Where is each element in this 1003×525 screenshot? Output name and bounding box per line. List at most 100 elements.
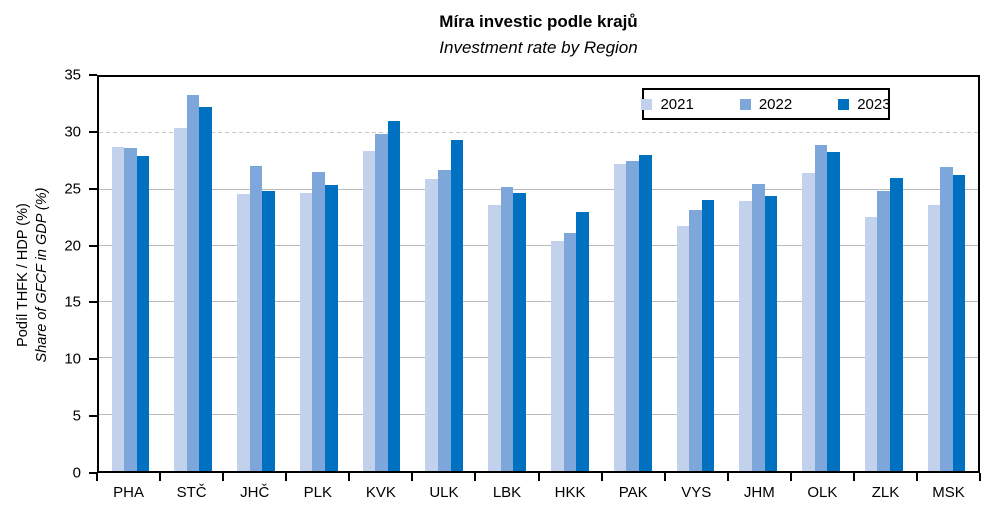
bar-PHA-2022 bbox=[124, 147, 137, 471]
x-axis-label-HKK: HKK bbox=[554, 484, 586, 501]
bar-group-STČ bbox=[162, 77, 225, 471]
chart-title: Míra investic podle krajů bbox=[439, 12, 638, 31]
bar-JHM-2023 bbox=[764, 196, 778, 471]
bar-STČ-2023 bbox=[199, 107, 213, 471]
bar-group-ULK bbox=[413, 77, 476, 471]
bar-VYS-2021 bbox=[676, 225, 690, 471]
plot-area: 2021 2022 2023 bbox=[97, 75, 980, 473]
x-axis-label-PLK: PLK bbox=[303, 484, 332, 501]
x-tick-mark-14 bbox=[979, 473, 981, 481]
x-axis-label-MSK: MSK bbox=[932, 484, 965, 501]
legend-swatch-2021 bbox=[641, 98, 653, 110]
x-tick-mark-12 bbox=[852, 473, 855, 481]
bar-OLK-2021 bbox=[802, 172, 815, 471]
bar-JHČ-2021 bbox=[237, 194, 250, 471]
x-tick-mark-4 bbox=[348, 473, 351, 481]
x-axis-ticks bbox=[96, 473, 981, 481]
bar-group-PAK bbox=[601, 77, 664, 471]
bar-OLK-2022 bbox=[814, 144, 828, 471]
y-tick-label-0: 0 bbox=[72, 464, 81, 482]
x-axis-label-STČ: STČ bbox=[176, 484, 207, 501]
bar-LBK-2021 bbox=[488, 205, 501, 471]
y-axis-ticks: 0 5 10 15 20 25 30 35 bbox=[0, 68, 97, 481]
bar-KVK-2022 bbox=[375, 134, 388, 471]
x-axis-label-ZLK: ZLK bbox=[871, 484, 900, 501]
bar-MSK-2022 bbox=[940, 167, 953, 471]
bar-group-ZLK bbox=[852, 77, 915, 471]
y-tick-mark-0 bbox=[89, 472, 97, 474]
x-axis-label-OLK: OLK bbox=[807, 484, 838, 501]
bar-PAK-2023 bbox=[638, 154, 652, 471]
bar-MSK-2021 bbox=[927, 205, 941, 471]
bar-JHČ-2022 bbox=[249, 165, 263, 471]
bar-LBK-2023 bbox=[513, 192, 526, 471]
legend-label-2022: 2022 bbox=[758, 95, 793, 113]
legend-swatch-2022 bbox=[739, 98, 751, 110]
bar-group-PHA bbox=[99, 77, 162, 471]
bar-STČ-2022 bbox=[186, 95, 200, 471]
y-tick-mark-15 bbox=[89, 301, 97, 304]
y-tick-label-5: 5 bbox=[72, 407, 81, 425]
y-tick-label-10: 10 bbox=[64, 350, 81, 368]
gridline-15 bbox=[99, 301, 978, 303]
bar-ZLK-2021 bbox=[864, 216, 878, 471]
bar-PLK-2022 bbox=[312, 171, 326, 471]
gridline-25 bbox=[99, 188, 978, 190]
x-axis-label-JHM: JHM bbox=[743, 484, 775, 501]
bar-HKK-2023 bbox=[576, 212, 589, 471]
chart-subtitle: Investment rate by Region bbox=[439, 38, 638, 57]
bar-group-PLK bbox=[287, 77, 350, 471]
bar-JHM-2022 bbox=[751, 183, 765, 471]
legend-item-2023: 2023 bbox=[838, 95, 891, 113]
bar-PAK-2022 bbox=[626, 161, 639, 471]
x-axis-label-JHČ: JHČ bbox=[240, 484, 270, 501]
bar-series-container bbox=[99, 77, 978, 471]
bar-OLK-2023 bbox=[827, 152, 840, 471]
x-tick-mark-7 bbox=[537, 473, 540, 481]
x-tick-mark-3 bbox=[285, 473, 288, 481]
bar-JHČ-2023 bbox=[262, 190, 275, 471]
x-axis-label-VYS: VYS bbox=[681, 484, 712, 501]
x-tick-mark-11 bbox=[789, 473, 792, 481]
bar-HKK-2022 bbox=[563, 233, 577, 471]
bar-STČ-2021 bbox=[174, 127, 187, 471]
x-axis-labels: PHA STČ JHČ PLK KVK ULK LBK HKK PAK VYS JHM OLK ZLK M… bbox=[97, 484, 980, 501]
y-tick-mark-5 bbox=[89, 415, 97, 418]
x-axis-label-PHA: PHA bbox=[113, 484, 144, 501]
x-axis-label-KVK: KVK bbox=[365, 484, 396, 501]
x-tick-mark-1 bbox=[159, 473, 162, 481]
bar-PLK-2021 bbox=[299, 192, 313, 471]
bar-VYS-2022 bbox=[689, 209, 702, 471]
gridline-20 bbox=[99, 244, 978, 246]
bar-group-HKK bbox=[538, 77, 601, 471]
bar-PAK-2021 bbox=[613, 163, 627, 471]
legend-label-2023: 2023 bbox=[857, 95, 891, 113]
legend-item-2022: 2022 bbox=[739, 95, 793, 113]
bar-group-KVK bbox=[350, 77, 413, 471]
bar-LBK-2022 bbox=[500, 187, 514, 471]
gridline-30-dashed bbox=[99, 132, 978, 134]
x-axis-label-PAK: PAK bbox=[618, 484, 648, 501]
y-tick-label-20: 20 bbox=[64, 237, 81, 255]
y-tick-label-25: 25 bbox=[64, 180, 81, 198]
bar-JHM-2021 bbox=[739, 200, 752, 471]
bar-group-VYS bbox=[664, 77, 727, 471]
y-tick-mark-30 bbox=[89, 130, 97, 133]
x-tick-mark-0 bbox=[96, 473, 98, 481]
x-axis-label-LBK: LBK bbox=[492, 484, 522, 501]
bar-group-OLK bbox=[790, 77, 853, 471]
bar-group-JHČ bbox=[225, 77, 288, 471]
bar-ZLK-2022 bbox=[877, 190, 891, 471]
bar-PLK-2023 bbox=[325, 185, 338, 471]
bar-ULK-2023 bbox=[450, 140, 464, 471]
bar-ULK-2022 bbox=[438, 170, 451, 471]
x-tick-mark-2 bbox=[222, 473, 225, 481]
legend-item-2021: 2021 bbox=[641, 95, 694, 113]
legend-label-2021: 2021 bbox=[660, 95, 694, 113]
bar-group-JHM bbox=[727, 77, 790, 471]
bar-group-MSK bbox=[915, 77, 978, 471]
x-tick-mark-10 bbox=[726, 473, 729, 481]
y-tick-mark-25 bbox=[89, 187, 97, 190]
legend-swatch-2023 bbox=[838, 98, 850, 110]
x-tick-mark-8 bbox=[600, 473, 603, 481]
